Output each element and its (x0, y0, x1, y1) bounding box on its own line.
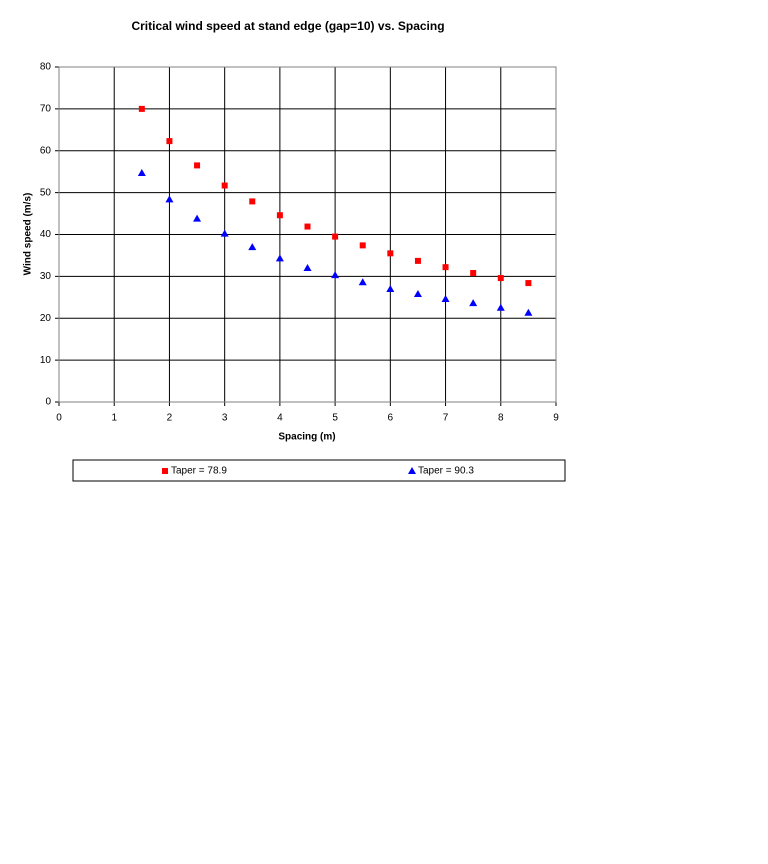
point (442, 264, 449, 271)
point (331, 271, 340, 279)
point (249, 198, 256, 205)
y-tick-label: 60 (40, 145, 52, 156)
point (221, 182, 228, 189)
x-tick-label: 7 (443, 413, 449, 424)
point (165, 195, 174, 203)
legend-marker (408, 467, 416, 474)
plot-frame (58, 66, 557, 403)
point (304, 223, 311, 230)
point (386, 284, 395, 292)
x-tick-label: 9 (553, 413, 559, 424)
point (497, 275, 504, 282)
y-tick-label: 70 (40, 104, 52, 115)
point (524, 308, 533, 316)
point (413, 289, 422, 297)
x-tick-label: 2 (167, 413, 173, 424)
x-tick-label: 5 (332, 413, 338, 424)
x-tick-label: 4 (277, 413, 283, 424)
point (248, 243, 257, 251)
x-tick-label: 8 (498, 413, 504, 424)
point (358, 278, 367, 286)
point (469, 299, 478, 307)
point (414, 257, 421, 264)
y-tick-label: 30 (40, 271, 52, 282)
y-tick-label: 80 (40, 62, 52, 73)
point (525, 280, 532, 287)
x-tick-label: 1 (111, 413, 117, 424)
y-tick-label: 0 (45, 397, 51, 408)
point (275, 254, 284, 262)
point (359, 242, 366, 249)
point (220, 229, 229, 237)
point (137, 168, 146, 176)
y-tick-label: 50 (40, 187, 52, 198)
y-tick-label: 40 (40, 229, 52, 240)
point (276, 212, 283, 219)
point (194, 162, 201, 169)
chart-title: Critical wind speed at stand edge (gap=1… (131, 19, 444, 33)
point (470, 270, 477, 277)
legend-label: Taper = 90.3 (418, 466, 474, 477)
point (387, 250, 394, 257)
x-tick-label: 0 (56, 413, 62, 424)
legend-label: Taper = 78.9 (171, 466, 227, 477)
x-axis-label: Spacing (m) (278, 432, 335, 443)
point (441, 294, 450, 302)
x-tick-label: 3 (222, 413, 228, 424)
point (332, 233, 339, 240)
point (166, 138, 173, 145)
x-tick-label: 6 (388, 413, 394, 424)
legend-box (72, 459, 566, 482)
y-tick-label: 20 (40, 313, 52, 324)
point (193, 214, 202, 222)
legend-marker (162, 468, 168, 474)
point (496, 303, 505, 311)
y-tick-label: 10 (40, 355, 52, 366)
point (303, 264, 312, 271)
y-axis-label: Wind speed (m/s) (23, 193, 34, 276)
point (138, 105, 145, 112)
